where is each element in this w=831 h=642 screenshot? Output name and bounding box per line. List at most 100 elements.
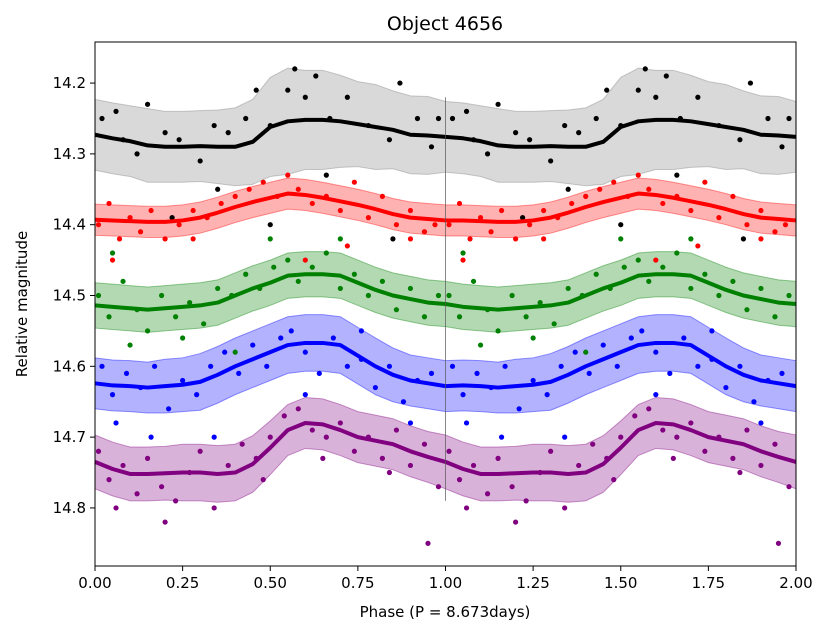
data-point-series-3 xyxy=(113,420,119,426)
data-point-series-0 xyxy=(463,108,470,114)
data-point-series-0 xyxy=(495,101,501,107)
data-point-series-1 xyxy=(127,215,133,221)
x-tick-label: 0.00 xyxy=(78,574,111,592)
data-point-series-2 xyxy=(337,236,343,242)
data-point-series-2 xyxy=(716,292,722,299)
data-point-series-3 xyxy=(460,392,466,398)
data-point-series-0 xyxy=(211,122,217,129)
data-point-series-4 xyxy=(562,505,568,511)
data-point-series-2 xyxy=(109,250,116,256)
data-point-series-3 xyxy=(779,370,785,376)
y-axis: 14.2 14.3 14.4 14.5 14.6 14.7 14.8 xyxy=(53,74,95,517)
data-point-series-0 xyxy=(323,172,329,178)
data-point-series-4 xyxy=(351,448,357,454)
data-point-series-4 xyxy=(225,462,231,469)
data-point-series-1 xyxy=(218,200,224,207)
data-point-series-1 xyxy=(541,207,547,214)
data-point-series-3 xyxy=(330,335,336,341)
data-point-series-0 xyxy=(484,151,491,157)
data-point-series-3 xyxy=(316,370,322,376)
data-point-series-2 xyxy=(460,250,466,256)
data-point-series-1 xyxy=(488,229,494,235)
x-tick-label: 0.50 xyxy=(254,574,287,592)
data-point-series-0 xyxy=(779,144,785,150)
data-point-series-0 xyxy=(99,115,105,122)
x-axis-label: Phase (P = 8.673days) xyxy=(360,603,531,621)
data-point-series-4 xyxy=(425,540,431,546)
data-point-series-1 xyxy=(460,257,466,263)
data-point-series-1 xyxy=(95,222,102,228)
data-point-series-4 xyxy=(470,462,477,469)
data-point-series-1 xyxy=(421,229,428,235)
data-point-series-2 xyxy=(127,342,133,348)
data-point-series-3 xyxy=(530,377,536,384)
data-point-series-4 xyxy=(260,477,266,483)
data-point-series-4 xyxy=(267,434,273,440)
data-point-series-4 xyxy=(379,455,386,461)
data-point-series-1 xyxy=(611,179,617,185)
data-point-series-0 xyxy=(520,215,526,221)
data-point-series-3 xyxy=(600,342,606,348)
data-point-series-3 xyxy=(758,420,764,426)
data-point-series-1 xyxy=(295,186,301,192)
data-point-series-4 xyxy=(106,477,112,483)
data-point-series-0 xyxy=(618,222,624,228)
data-point-series-2 xyxy=(635,257,641,263)
data-point-series-0 xyxy=(740,236,747,242)
x-tick-label: 0.25 xyxy=(166,574,199,592)
data-point-series-4 xyxy=(674,434,680,440)
data-point-series-2 xyxy=(618,236,624,242)
data-point-series-2 xyxy=(456,314,463,320)
data-point-series-1 xyxy=(260,179,266,185)
data-point-series-0 xyxy=(292,66,298,72)
data-point-series-4 xyxy=(320,455,326,461)
data-point-series-1 xyxy=(337,207,343,214)
data-point-series-3 xyxy=(264,363,270,369)
data-point-series-2 xyxy=(271,264,277,270)
data-point-series-3 xyxy=(123,370,130,376)
data-point-series-4 xyxy=(463,505,470,511)
data-point-series-0 xyxy=(386,137,393,143)
data-point-series-3 xyxy=(695,363,701,369)
data-point-series-1 xyxy=(635,172,641,178)
data-point-series-2 xyxy=(435,292,442,299)
data-point-series-3 xyxy=(628,335,634,341)
data-point-series-2 xyxy=(407,285,414,292)
data-point-series-4 xyxy=(744,427,750,433)
data-point-series-3 xyxy=(709,328,715,334)
x-tick-label: 0.75 xyxy=(341,574,374,592)
data-point-series-0 xyxy=(267,222,273,228)
data-point-series-1 xyxy=(498,207,505,214)
data-point-series-1 xyxy=(730,193,736,199)
data-point-series-1 xyxy=(541,236,547,242)
data-point-series-4 xyxy=(173,498,179,504)
data-point-series-0 xyxy=(635,87,641,93)
y-tick-label: 14.2 xyxy=(53,74,86,92)
data-point-series-3 xyxy=(151,363,158,369)
data-point-series-3 xyxy=(428,370,435,376)
data-point-series-4 xyxy=(660,427,666,433)
data-point-series-4 xyxy=(295,406,301,412)
data-point-series-1 xyxy=(148,207,154,214)
data-point-series-3 xyxy=(562,434,568,440)
data-point-series-2 xyxy=(758,285,764,292)
data-point-series-0 xyxy=(414,115,421,122)
data-point-series-3 xyxy=(372,384,378,391)
data-point-series-2 xyxy=(446,292,452,299)
data-point-series-2 xyxy=(201,321,207,327)
data-point-series-4 xyxy=(618,434,624,440)
data-point-series-2 xyxy=(786,292,792,299)
data-point-series-4 xyxy=(646,406,652,412)
data-point-series-3 xyxy=(99,363,105,369)
data-point-series-4 xyxy=(632,413,638,419)
data-point-series-0 xyxy=(642,66,648,72)
data-point-series-1 xyxy=(653,257,659,263)
data-point-series-1 xyxy=(716,215,722,221)
data-point-series-1 xyxy=(116,236,123,242)
data-point-series-3 xyxy=(586,370,592,376)
data-point-series-0 xyxy=(513,130,519,136)
data-point-series-2 xyxy=(95,292,102,299)
data-point-series-3 xyxy=(498,434,505,440)
y-tick-label: 14.7 xyxy=(53,428,86,446)
